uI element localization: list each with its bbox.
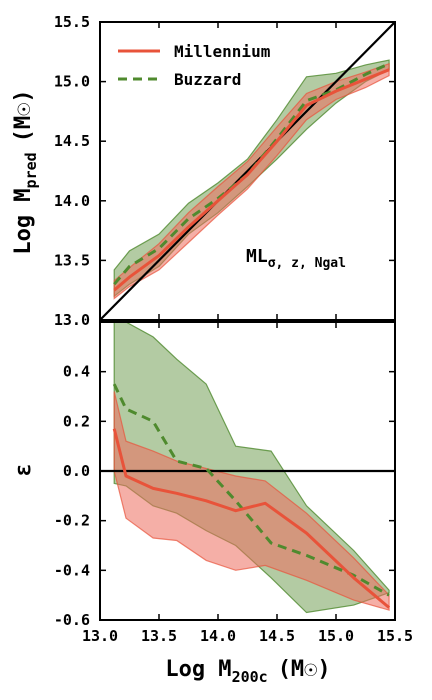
bottom-panel: -0.6 -0.4 -0.2 0.0 0.2 0.4 13.0 13.5 14.0 14.5 15.… [11, 321, 413, 686]
bottom-ticks: -0.6 -0.4 -0.2 0.0 0.2 0.4 13.0 13.5 14.0 14.5 15.… [54, 322, 413, 645]
top-y-tick-label: 13.0 [54, 311, 90, 329]
bottom-x-tick-label: 14.0 [200, 627, 236, 645]
top-y-tick-label: 13.5 [54, 251, 90, 269]
top-y-axis-title-unit: (M☉) [11, 89, 36, 142]
bottom-x-tick-label: 14.5 [259, 627, 295, 645]
top-line-millennium [113, 68, 390, 292]
top-y-tick-label: 14.5 [54, 132, 90, 150]
top-y-tick-label: 15.5 [54, 13, 90, 31]
top-band-millennium [113, 62, 390, 300]
bottom-panel-frame [99, 321, 396, 621]
model-annotation: MLσ, z, Ngal [246, 246, 346, 271]
identity-line [99, 21, 396, 321]
x-axis-title-sub: 200c [232, 668, 268, 686]
legend-label-millennium: Millennium [174, 42, 271, 61]
top-y-tick-label: 14.0 [54, 192, 90, 210]
bottom-y-tick-label: 0.2 [63, 412, 90, 430]
bottom-y-tick-label: -0.6 [54, 611, 90, 629]
bottom-line-buzzard [112, 383, 390, 597]
top-panel-frame [99, 21, 396, 321]
top-lines [113, 62, 390, 292]
legend-label-buzzard: Buzzard [174, 70, 241, 89]
top-panel: 13.0 13.5 14.0 14.5 15.0 15.5 Millennium Buzz… [11, 13, 396, 329]
top-y-axis-title-main: Log M [11, 188, 36, 254]
model-annotation-sub: σ, z, Ngal [268, 256, 346, 271]
top-y-tick-label: 15.0 [54, 73, 90, 91]
bottom-x-tick-label: 13.5 [141, 627, 177, 645]
bottom-x-tick-label: 13.0 [82, 627, 118, 645]
x-axis-title-main: Log M [165, 657, 231, 682]
bottom-line-millennium [112, 428, 391, 609]
bottom-bands [113, 321, 390, 614]
bottom-y-axis-title: ε [11, 463, 36, 476]
x-axis-title-unit: (M☉) [278, 657, 331, 682]
model-annotation-main: ML [246, 246, 268, 267]
bottom-y-tick-label: 0.4 [63, 363, 90, 381]
bottom-x-tick-label: 15.5 [377, 627, 413, 645]
top-y-axis-title-sub: pred [22, 152, 40, 188]
x-axis-title: Log M200c (M☉) [165, 657, 330, 686]
legend: Millennium Buzzard [118, 42, 271, 89]
bottom-y-tick-label: -0.2 [54, 512, 90, 530]
bottom-y-tick-label: -0.4 [54, 561, 90, 579]
top-y-axis-title: Log Mpred (M☉) [11, 89, 40, 254]
bottom-x-tick-label: 15.0 [318, 627, 354, 645]
bottom-y-tick-label: 0.0 [63, 462, 90, 480]
bottom-lines [112, 383, 391, 609]
